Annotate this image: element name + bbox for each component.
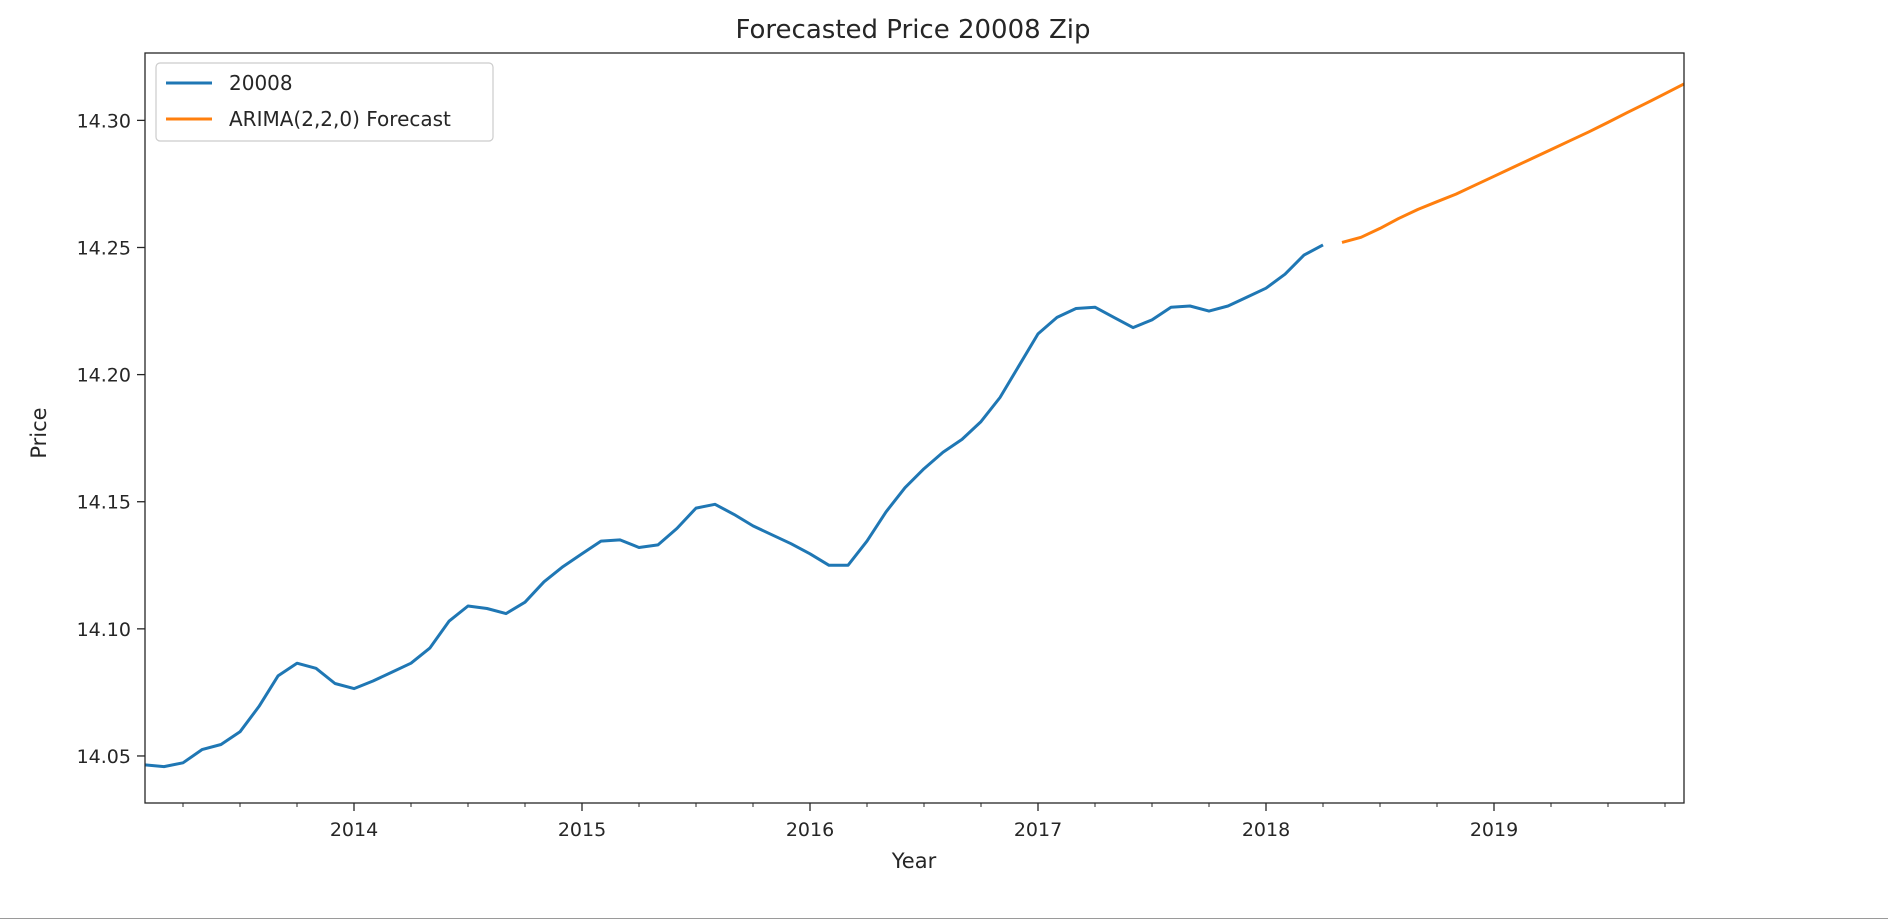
series-line-0: [145, 243, 1324, 769]
cell-divider: [0, 918, 1888, 919]
legend-label-1: ARIMA(2,2,0) Forecast: [229, 107, 451, 131]
x-tick-label: 2016: [786, 819, 834, 841]
x-tick-label: 2018: [1242, 819, 1290, 841]
y-tick-label: 14.10: [77, 619, 131, 641]
y-axis-label: Price: [27, 407, 51, 458]
legend-label-0: 20008: [229, 71, 293, 95]
y-tick-label: 14.15: [77, 492, 131, 514]
series-line-1: [1341, 82, 1684, 244]
plot-area: [145, 82, 1684, 769]
y-tick-label: 14.25: [77, 237, 131, 259]
y-tick-label: 14.30: [77, 110, 131, 132]
legend-box: [155, 62, 494, 142]
x-tick-label: 2015: [558, 819, 606, 841]
axes: 2014 2015 2016 2017 2018 2019 14.05 14.10 14.15 1…: [77, 110, 1666, 841]
y-tick-label: 14.20: [77, 365, 131, 387]
x-tick-label: 2017: [1014, 819, 1062, 841]
chart-title: Forecasted Price 20008 Zip: [736, 15, 1091, 45]
y-tick-label: 14.05: [77, 746, 131, 768]
x-tick-label: 2014: [330, 819, 378, 841]
plot-frame: [144, 52, 1685, 804]
legend: 20008 ARIMA(2,2,0) Forecast: [155, 62, 494, 142]
x-tick-label: 2019: [1470, 819, 1518, 841]
x-axis-label: Year: [891, 849, 937, 873]
